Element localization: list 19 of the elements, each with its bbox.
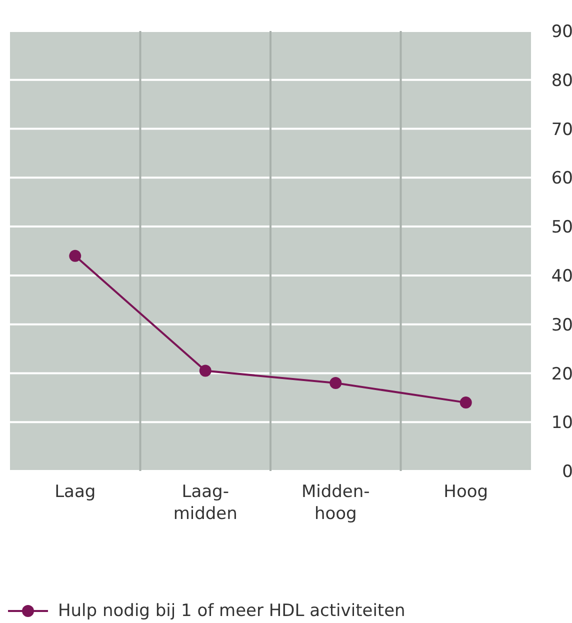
y-tick-label: 60 <box>551 168 572 189</box>
y-tick-label: 90 <box>551 22 572 42</box>
y-tick-label: 80 <box>551 70 572 91</box>
legend-label: Hulp nodig bij 1 of meer HDL activiteiten <box>58 601 406 621</box>
y-tick-label: 70 <box>551 120 572 140</box>
y-tick-label: 50 <box>551 218 572 238</box>
y-tick-label: 10 <box>551 413 572 434</box>
x-tick-label: Laag <box>54 482 96 502</box>
x-tick-label: Hoog <box>444 482 488 502</box>
x-tick-label: Midden-hoog <box>301 482 370 524</box>
y-tick-label: 0 <box>562 462 572 482</box>
point <box>69 250 82 262</box>
point <box>330 377 342 389</box>
y-tick-label: 40 <box>551 266 572 286</box>
point <box>199 364 212 377</box>
y-tick-label: 20 <box>551 364 572 384</box>
x-tick-label: Laag-midden <box>173 482 238 524</box>
point <box>460 396 472 409</box>
y-tick-label: 30 <box>551 315 572 336</box>
